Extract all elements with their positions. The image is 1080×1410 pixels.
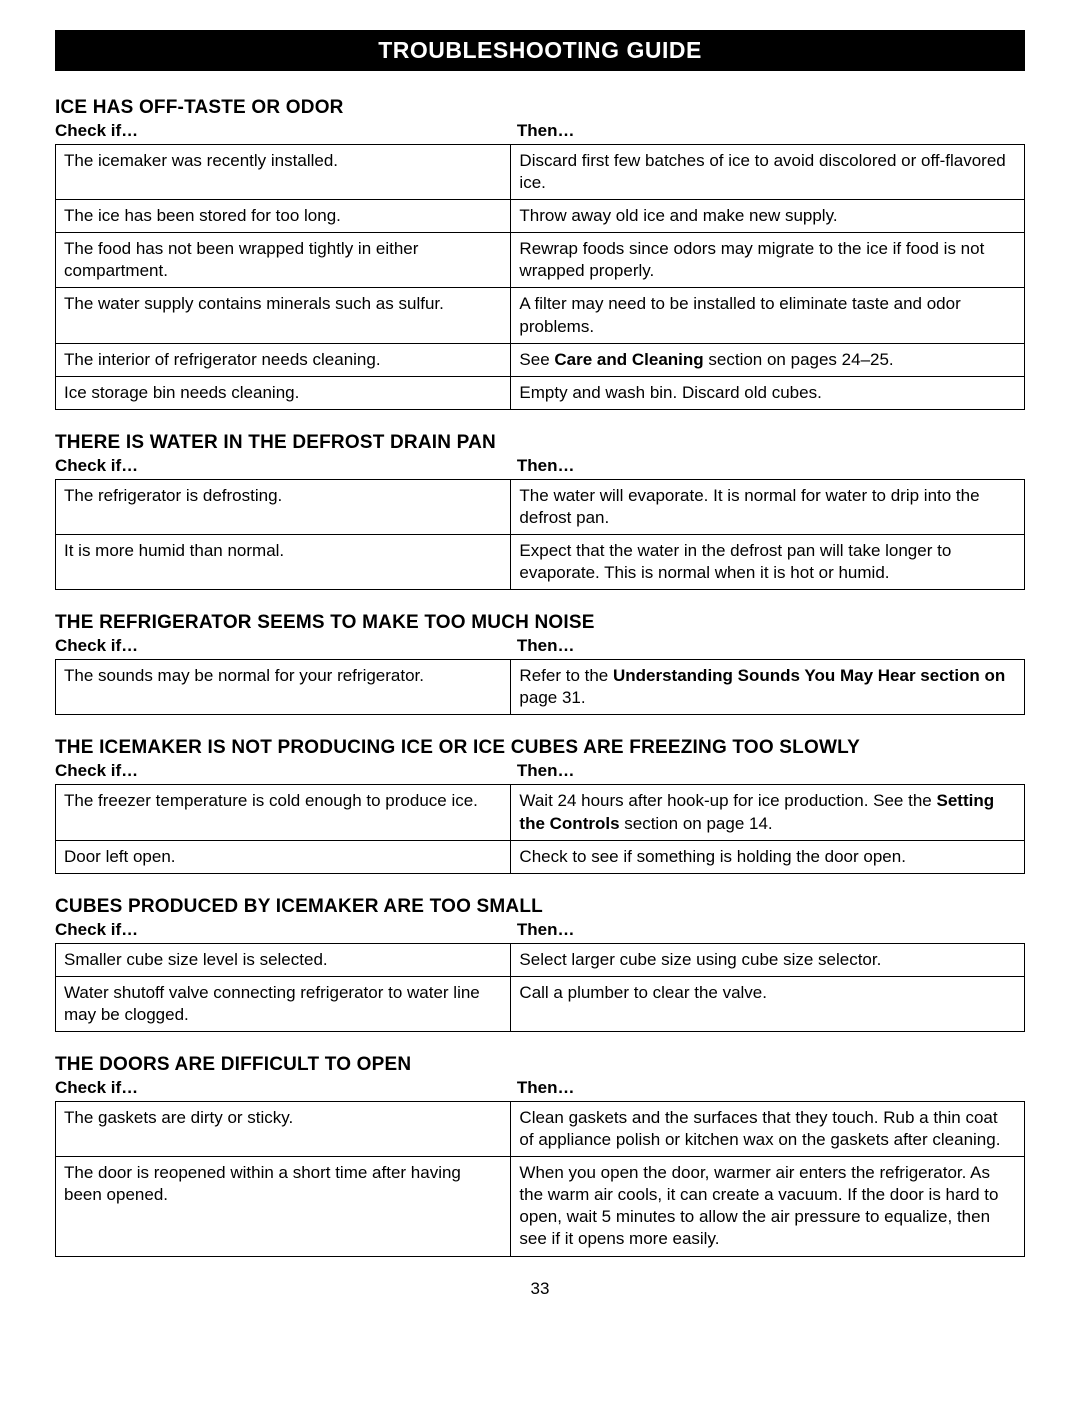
page-title-banner: TROUBLESHOOTING GUIDE (55, 30, 1025, 71)
header-check-if: Check if… (55, 761, 511, 781)
troubleshoot-section: THE ICEMAKER IS NOT PRODUCING ICE OR ICE… (55, 737, 1025, 873)
table-row: The interior of refrigerator needs clean… (56, 343, 1025, 376)
header-then: Then… (511, 636, 1025, 656)
cell-then: See Care and Cleaning section on pages 2… (511, 343, 1025, 376)
troubleshoot-table: Smaller cube size level is selected.Sele… (55, 943, 1025, 1032)
troubleshoot-section: ICE HAS OFF-TASTE OR ODORCheck if…Then…T… (55, 97, 1025, 410)
table-row: Door left open.Check to see if something… (56, 840, 1025, 873)
troubleshoot-table: The icemaker was recently installed.Disc… (55, 144, 1025, 410)
header-then: Then… (511, 761, 1025, 781)
cell-then: Rewrap foods since odors may migrate to … (511, 233, 1025, 288)
cell-then: Call a plumber to clear the valve. (511, 976, 1025, 1031)
cell-check-if: The freezer temperature is cold enough t… (56, 785, 511, 840)
table-row: The ice has been stored for too long.Thr… (56, 200, 1025, 233)
section-heading: THE ICEMAKER IS NOT PRODUCING ICE OR ICE… (55, 737, 1025, 759)
cell-check-if: The door is reopened within a short time… (56, 1157, 511, 1256)
troubleshoot-section: CUBES PRODUCED BY ICEMAKER ARE TOO SMALL… (55, 896, 1025, 1032)
header-check-if: Check if… (55, 920, 511, 940)
section-heading: ICE HAS OFF-TASTE OR ODOR (55, 97, 1025, 119)
cell-then: Clean gaskets and the surfaces that they… (511, 1101, 1025, 1156)
section-heading: THE DOORS ARE DIFFICULT TO OPEN (55, 1054, 1025, 1076)
cell-then: Empty and wash bin. Discard old cubes. (511, 376, 1025, 409)
column-headers: Check if…Then… (55, 920, 1025, 940)
header-then: Then… (511, 121, 1025, 141)
header-then: Then… (511, 456, 1025, 476)
column-headers: Check if…Then… (55, 456, 1025, 476)
cell-check-if: The gaskets are dirty or sticky. (56, 1101, 511, 1156)
column-headers: Check if…Then… (55, 121, 1025, 141)
cell-check-if: Ice storage bin needs cleaning. (56, 376, 511, 409)
section-heading: CUBES PRODUCED BY ICEMAKER ARE TOO SMALL (55, 896, 1025, 918)
cell-check-if: The refrigerator is defrosting. (56, 479, 511, 534)
column-headers: Check if…Then… (55, 1078, 1025, 1098)
section-heading: THERE IS WATER IN THE DEFROST DRAIN PAN (55, 432, 1025, 454)
cell-then: Throw away old ice and make new supply. (511, 200, 1025, 233)
table-row: The gaskets are dirty or sticky.Clean ga… (56, 1101, 1025, 1156)
troubleshoot-table: The freezer temperature is cold enough t… (55, 784, 1025, 873)
table-row: The sounds may be normal for your refrig… (56, 660, 1025, 715)
troubleshoot-section: THERE IS WATER IN THE DEFROST DRAIN PANC… (55, 432, 1025, 590)
cell-then: Expect that the water in the defrost pan… (511, 535, 1025, 590)
cell-check-if: The sounds may be normal for your refrig… (56, 660, 511, 715)
table-row: It is more humid than normal.Expect that… (56, 535, 1025, 590)
troubleshoot-table: The sounds may be normal for your refrig… (55, 659, 1025, 715)
header-check-if: Check if… (55, 636, 511, 656)
cell-then: Refer to the Understanding Sounds You Ma… (511, 660, 1025, 715)
table-row: Ice storage bin needs cleaning.Empty and… (56, 376, 1025, 409)
cell-check-if: It is more humid than normal. (56, 535, 511, 590)
cell-check-if: The food has not been wrapped tightly in… (56, 233, 511, 288)
cell-check-if: Door left open. (56, 840, 511, 873)
cell-check-if: The interior of refrigerator needs clean… (56, 343, 511, 376)
header-then: Then… (511, 1078, 1025, 1098)
troubleshoot-table: The refrigerator is defrosting.The water… (55, 479, 1025, 590)
cell-then: Wait 24 hours after hook-up for ice prod… (511, 785, 1025, 840)
header-check-if: Check if… (55, 121, 511, 141)
header-check-if: Check if… (55, 1078, 511, 1098)
table-row: The water supply contains minerals such … (56, 288, 1025, 343)
header-check-if: Check if… (55, 456, 511, 476)
table-row: The freezer temperature is cold enough t… (56, 785, 1025, 840)
column-headers: Check if…Then… (55, 761, 1025, 781)
cell-then: The water will evaporate. It is normal f… (511, 479, 1025, 534)
cell-check-if: Water shutoff valve connecting refrigera… (56, 976, 511, 1031)
table-row: The door is reopened within a short time… (56, 1157, 1025, 1256)
table-row: Smaller cube size level is selected.Sele… (56, 943, 1025, 976)
cell-then: Discard first few batches of ice to avoi… (511, 145, 1025, 200)
troubleshoot-section: THE DOORS ARE DIFFICULT TO OPENCheck if…… (55, 1054, 1025, 1257)
sections-container: ICE HAS OFF-TASTE OR ODORCheck if…Then…T… (55, 97, 1025, 1257)
table-row: The icemaker was recently installed.Disc… (56, 145, 1025, 200)
cell-then: Check to see if something is holding the… (511, 840, 1025, 873)
cell-check-if: Smaller cube size level is selected. (56, 943, 511, 976)
troubleshoot-section: THE REFRIGERATOR SEEMS TO MAKE TOO MUCH … (55, 612, 1025, 715)
cell-check-if: The water supply contains minerals such … (56, 288, 511, 343)
cell-then: A filter may need to be installed to eli… (511, 288, 1025, 343)
page-number: 33 (55, 1279, 1025, 1299)
cell-check-if: The icemaker was recently installed. (56, 145, 511, 200)
header-then: Then… (511, 920, 1025, 940)
cell-then: When you open the door, warmer air enter… (511, 1157, 1025, 1256)
cell-check-if: The ice has been stored for too long. (56, 200, 511, 233)
table-row: Water shutoff valve connecting refrigera… (56, 976, 1025, 1031)
section-heading: THE REFRIGERATOR SEEMS TO MAKE TOO MUCH … (55, 612, 1025, 634)
table-row: The refrigerator is defrosting.The water… (56, 479, 1025, 534)
column-headers: Check if…Then… (55, 636, 1025, 656)
troubleshoot-table: The gaskets are dirty or sticky.Clean ga… (55, 1101, 1025, 1257)
table-row: The food has not been wrapped tightly in… (56, 233, 1025, 288)
cell-then: Select larger cube size using cube size … (511, 943, 1025, 976)
